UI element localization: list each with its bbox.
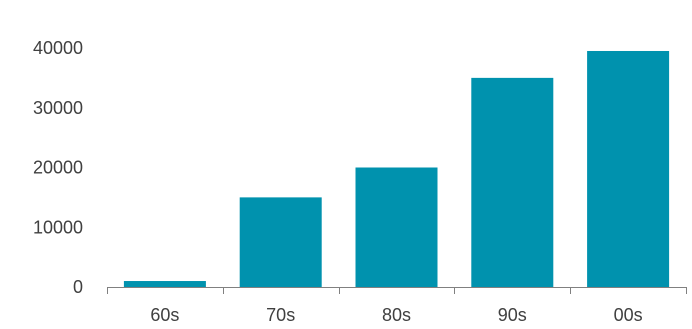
x-tick-label: 90s [498,305,527,325]
y-tick-label: 30000 [33,98,83,118]
x-tick-label: 60s [150,305,179,325]
x-axis-ticks [107,287,687,294]
x-axis-tick-labels: 60s 70s 80s 90s 00s [150,305,642,325]
bar-00s [587,50,670,287]
bar-series [123,50,670,287]
bar-70s [239,197,322,287]
y-tick-label: 0 [73,277,83,297]
bar-90s [471,77,554,287]
y-tick-label: 10000 [33,217,83,237]
y-tick-label: 40000 [33,38,83,58]
bar-80s [355,167,438,287]
x-tick-label: 00s [614,305,643,325]
x-tick-label: 70s [266,305,295,325]
x-tick-label: 80s [382,305,411,325]
bar-60s [123,281,206,287]
y-tick-label: 20000 [33,158,83,178]
y-axis-tick-labels: 0 10000 20000 30000 40000 [33,38,83,297]
